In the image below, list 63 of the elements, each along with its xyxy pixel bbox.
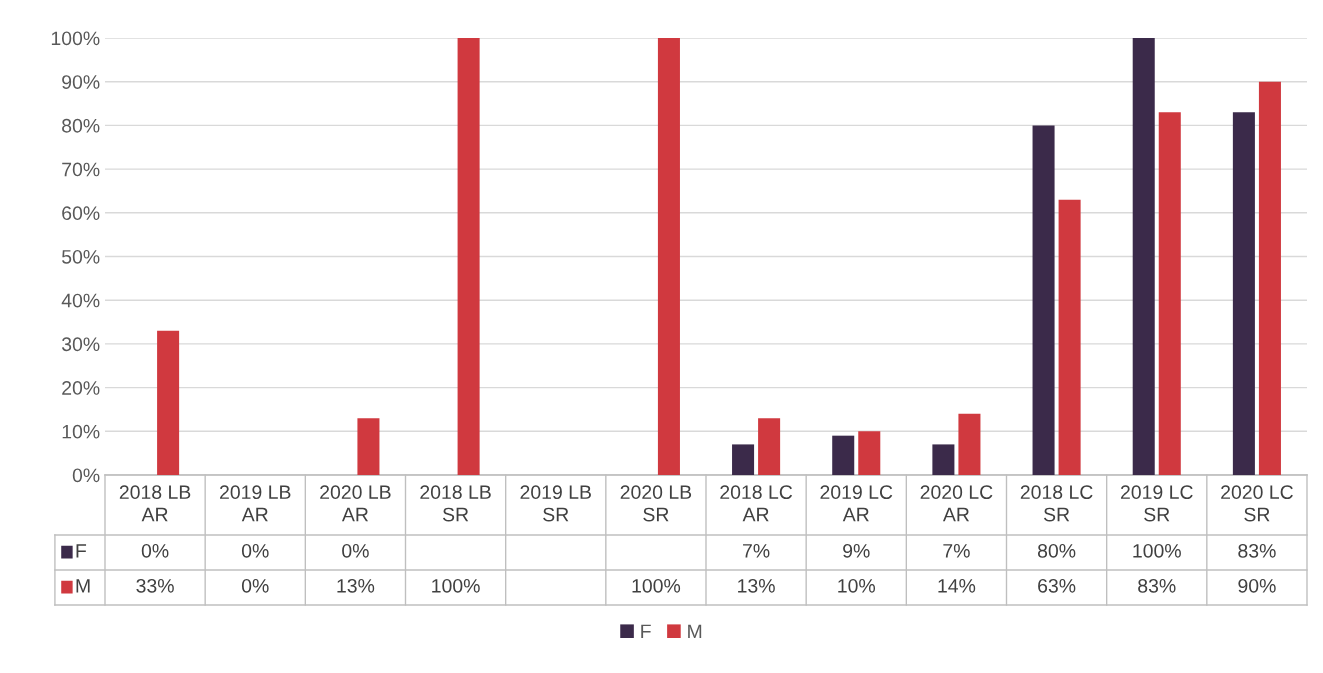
bar <box>1058 199 1081 475</box>
x-tick-label: 2018 LB SR <box>420 485 491 522</box>
x-tick-label: 2020 LB SR <box>620 485 692 522</box>
x-tick-label: 2018 LC AR <box>720 485 793 522</box>
bar <box>1158 112 1181 475</box>
bar <box>457 38 480 475</box>
y-tick-label: 30% <box>61 337 100 352</box>
bar <box>958 413 981 475</box>
y-tick-label: 90% <box>62 75 100 89</box>
y-tick-label: 100% <box>51 31 100 46</box>
bar <box>832 435 855 475</box>
data-label: 100% <box>632 578 681 593</box>
y-tick-label: 20% <box>62 381 100 395</box>
y-tick-label: 80% <box>62 118 100 133</box>
data-label: 9% <box>843 543 870 558</box>
x-tick-label: 2018 LC SR <box>1020 485 1093 522</box>
data-label: 33% <box>136 578 174 593</box>
bar <box>1032 125 1055 475</box>
bar <box>858 431 881 475</box>
x-tick-label: 2020 LC SR <box>1221 485 1293 522</box>
data-label: 0% <box>241 543 269 558</box>
x-tick-label: 2019 LB AR <box>220 485 291 522</box>
bar <box>357 418 380 475</box>
y-tick-label: 50% <box>62 249 100 264</box>
bar <box>1232 112 1255 475</box>
x-tick-label: 2019 LB SR <box>520 485 591 522</box>
bar <box>758 418 781 475</box>
x-tick-label: 2019 LC AR <box>820 485 893 522</box>
data-label: 7% <box>743 544 770 558</box>
x-tick-label: 2019 LC SR <box>1120 485 1193 522</box>
bar <box>1132 38 1155 475</box>
data-label: 13% <box>337 578 375 593</box>
data-label: 80% <box>1037 543 1076 558</box>
data-label: 0% <box>241 578 269 593</box>
data-label: 83% <box>1138 578 1176 593</box>
data-label: 90% <box>1238 578 1276 593</box>
data-label: 0% <box>141 543 169 558</box>
bar <box>732 444 755 475</box>
data-label: 13% <box>738 578 775 593</box>
x-tick-label: 2018 LB AR <box>119 485 191 522</box>
x-tick-label: 2020 LB AR <box>320 485 391 522</box>
y-tick-label: 70% <box>62 162 100 177</box>
data-label: 10% <box>838 578 876 593</box>
y-tick-label: 40% <box>61 293 100 308</box>
data-label: 63% <box>1038 578 1076 593</box>
data-label: 83% <box>1238 543 1276 558</box>
data-label: 100% <box>432 578 480 593</box>
data-label: 7% <box>943 544 970 558</box>
y-tick-label: 10% <box>62 424 100 439</box>
data-label: 0% <box>342 543 369 558</box>
x-tick-label: 2020 LC AR <box>920 485 993 522</box>
legend-label: M <box>76 579 90 593</box>
data-label: 14% <box>938 579 976 593</box>
y-tick-label: 0% <box>72 468 100 483</box>
bar <box>1258 81 1281 475</box>
text: M <box>688 624 702 639</box>
bar <box>932 444 955 475</box>
legend-label: F <box>641 624 651 639</box>
data-label: 100% <box>1133 543 1181 558</box>
bar <box>157 330 180 475</box>
bar <box>657 38 680 475</box>
text: F <box>76 544 87 558</box>
y-tick-label: 60% <box>62 206 100 221</box>
